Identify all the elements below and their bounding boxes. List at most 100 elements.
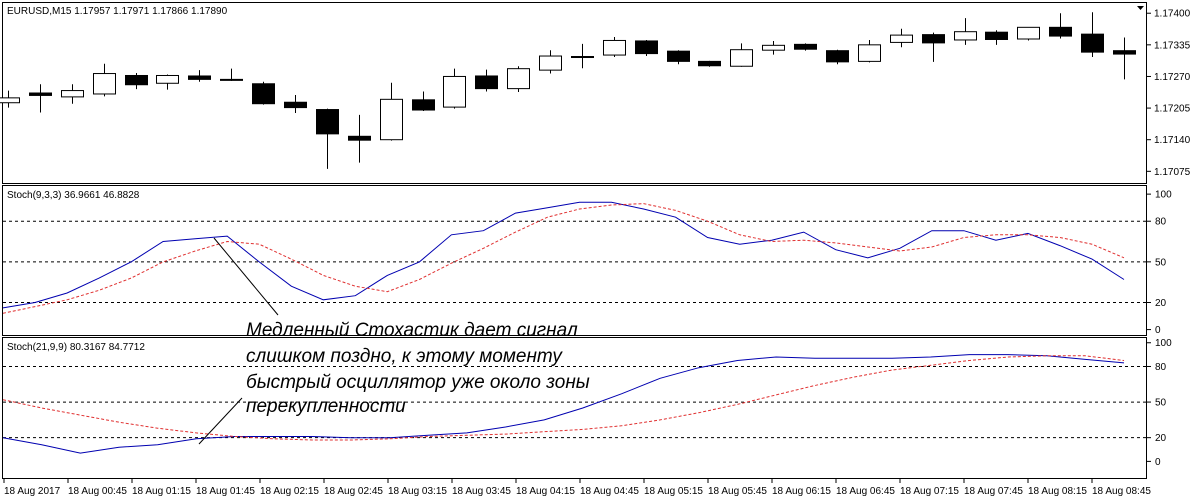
price-axis-label: 1.17335 [1154,40,1191,51]
candle [220,68,243,81]
candle [380,82,403,141]
time-axis-label: 18 Aug 01:15 [132,486,191,497]
candle-body-down [284,101,307,109]
candle [826,49,849,65]
candle [1113,37,1136,80]
price-axis-label: 1.17075 [1154,167,1191,178]
time-axis-label: 18 Aug 01:45 [196,486,255,497]
fast-stoch-main-line [2,201,1125,309]
candle-body-down [348,135,371,141]
candle [93,63,116,97]
price-panel-frame [2,2,1147,184]
candle [284,94,307,113]
time-axis-label: 18 Aug 06:45 [836,486,895,497]
slow-stoch-panel-frame [2,337,1147,479]
candle [635,39,658,57]
time-axis-label: 18 Aug 08:15 [1028,486,1087,497]
fast-stoch-axis-label: 20 [1155,298,1167,309]
time-axis-label: 18 Aug 07:15 [900,486,959,497]
candle-body-down [252,83,275,105]
fast-stoch-axis-label: 0 [1155,325,1161,336]
candle [61,84,84,104]
candle [252,81,275,105]
time-axis-label: 18 Aug 05:15 [644,486,703,497]
candle-body-up [858,44,881,62]
candle-body-down [667,50,690,62]
candle-body-down [188,75,211,80]
candle-body-down [316,109,339,135]
candle [348,114,371,163]
candle-body-down [1081,33,1104,53]
candle-body-down [922,34,945,44]
candle-body-down [698,60,721,67]
annotation-pointer-slow [213,237,279,316]
candle-body-down [475,75,498,90]
price-axis-label: 1.17205 [1154,104,1191,115]
candle [1081,12,1104,57]
slow-stochastic-chart: 0 20 50 80 100 [2,338,1172,468]
candle [890,28,913,48]
candle-body-up [1017,26,1040,40]
slow-stoch-axis-label: 100 [1155,338,1172,349]
time-axis-label: 18 Aug 00:45 [68,486,127,497]
candle [156,74,179,90]
candle-body-up [380,98,403,141]
slow-stoch-axis-label: 50 [1155,398,1167,409]
candle [316,108,339,169]
candle-body-down [1113,50,1136,55]
candle [443,68,466,109]
fast-stoch-panel-frame [2,185,1147,336]
candle-body-up [890,34,913,43]
candle [730,43,753,67]
slow-stoch-axis-label: 0 [1155,457,1161,468]
time-axis-label: 18 Aug 02:45 [324,486,383,497]
time-axis-label: 18 Aug 04:15 [516,486,575,497]
fast-stoch-axis-label: 80 [1155,217,1167,228]
time-axis-label: 18 Aug 02:15 [260,486,319,497]
candle-body-up [539,55,562,71]
fast-stoch-signal-line [2,203,1125,314]
candle-body-down [635,40,658,55]
time-axis: 18 Aug 2017 18 Aug 00:45 18 Aug 01:15 18 Au… [3,479,1151,497]
candle-body-up [762,44,785,51]
annotation-line-4: перекупленности [246,396,406,417]
price-axis-label: 1.17140 [1154,135,1191,146]
candle [667,50,690,65]
candle-body-down [29,92,52,96]
candle-body-down [985,31,1008,40]
slow-stoch-header: Stoch(21,9,9) 80.3167 84.7712 [7,342,145,353]
candle-body-down [1049,26,1072,37]
time-axis-label: 18 Aug 05:45 [708,486,767,497]
symbol-dropdown-icon[interactable] [1137,6,1144,10]
candle [698,60,721,67]
candle-body-down [826,50,849,63]
price-axis-label: 1.17270 [1154,72,1191,83]
time-axis-label: 18 Aug 04:45 [580,486,639,497]
candle-body-up [603,39,626,56]
time-axis-label: 18 Aug 2017 [4,486,61,497]
time-axis-label: 18 Aug 03:45 [452,486,511,497]
time-axis-label: 18 Aug 08:45 [1092,486,1151,497]
annotation-line-1: Медленный Стохастик дает сигнал [246,320,578,341]
candle-body-down [794,43,817,50]
fast-stoch-header: Stoch(9,3,3) 36.9661 46.8828 [7,190,140,201]
candle-body-down [412,99,435,111]
slow-stoch-axis-label: 80 [1155,362,1167,373]
candle [762,40,785,55]
candle [475,69,498,92]
candle-body-up [730,49,753,67]
candle [539,50,562,74]
candle-body-up [0,97,20,104]
candle [29,84,52,113]
candlestick-chart: 1.17400 1.17335 1.17270 1.17205 1.17140 1.170… [0,9,1191,178]
candle-body-down [125,74,148,86]
time-axis-label: 18 Aug 06:15 [772,486,831,497]
candle [125,73,148,90]
candle-body-up [93,73,116,95]
candle-body-up [954,31,977,41]
candle-body-up [507,68,530,90]
candle-body-down [571,56,594,59]
candle [794,43,817,51]
candle-body-up [61,90,84,98]
